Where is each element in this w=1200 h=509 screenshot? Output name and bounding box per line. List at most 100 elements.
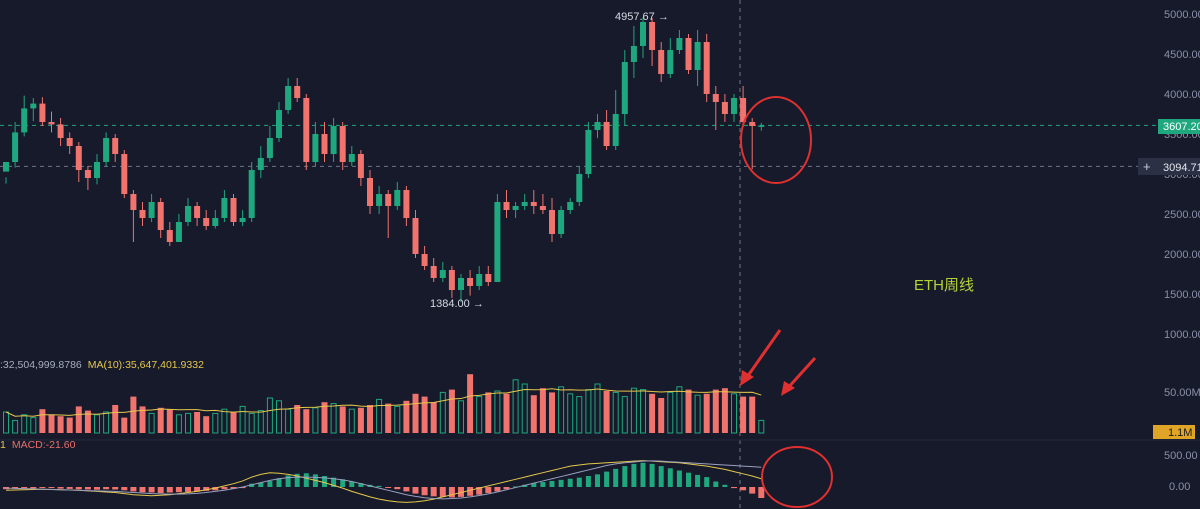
volume-bar — [740, 396, 747, 433]
candle-body — [703, 42, 710, 94]
volume-bar — [94, 414, 100, 434]
macd-hist-bar — [676, 470, 682, 487]
macd-hist-bar — [230, 487, 237, 489]
price-tick-label: 4000.00 — [1164, 89, 1200, 101]
volume-legend: :32,504,999.8786 MA(10):35,647,401.9332 — [0, 359, 204, 371]
candle-body — [721, 102, 728, 114]
volume-bar — [649, 393, 656, 433]
macd-hist-bar — [294, 473, 300, 487]
macd-hist-bar — [649, 463, 655, 487]
volume-ma10-line — [5, 388, 762, 417]
macd-hist-bar — [212, 487, 219, 491]
candle-body — [403, 190, 410, 218]
candle-body — [394, 190, 401, 206]
volume-bar — [166, 409, 173, 433]
volume-bar — [221, 408, 228, 434]
highlight-circle-price — [740, 96, 812, 184]
candle-body — [603, 122, 610, 146]
macd-hist-bar — [130, 487, 137, 492]
volume-badge-label: 1.1M — [1168, 427, 1192, 439]
macd-hist-bar — [412, 487, 419, 494]
candle-body — [567, 202, 574, 210]
macd-hist-bar — [494, 487, 501, 492]
volume-bar — [339, 406, 346, 433]
candle-body — [312, 134, 319, 162]
volume-bar — [685, 389, 692, 433]
candle-body — [276, 110, 282, 138]
chart-annotation: ETH周线 — [914, 277, 974, 294]
macd-hist-bar — [439, 487, 446, 497]
candle-body — [594, 122, 601, 130]
current-price-badge — [1158, 119, 1200, 134]
volume-bar — [731, 393, 737, 434]
volume-bar — [321, 402, 328, 433]
macd-hist-bar — [549, 480, 555, 487]
macd-hist-bar — [66, 487, 73, 489]
volume-bar — [430, 402, 437, 433]
volume-bar — [621, 396, 628, 434]
candle-body — [30, 103, 37, 109]
candles-layer — [3, 17, 765, 302]
macd-hist-bar — [221, 487, 228, 490]
macd-hist-bar — [585, 476, 591, 487]
candle-body — [712, 94, 719, 102]
volume-bar — [48, 414, 55, 433]
macd-hist-bar — [103, 487, 110, 490]
candle-body — [239, 218, 246, 222]
macd-hist-bar — [157, 487, 164, 494]
macd-hist-bar — [331, 477, 337, 487]
price-axis[interactable]: 5000.004500.004000.003500.003000.002500.… — [1164, 9, 1200, 341]
volume-bar — [476, 396, 483, 434]
crosshair-price-badge — [1138, 158, 1200, 175]
macd-hist-bar — [731, 487, 737, 489]
macd-dea-line — [5, 460, 762, 500]
volume-bar — [494, 390, 501, 434]
candle-body — [503, 202, 510, 210]
volume-bar — [139, 406, 146, 433]
volume-bar — [421, 396, 428, 433]
volume-bar — [276, 400, 282, 434]
candle-body — [649, 22, 656, 50]
volume-bar — [558, 386, 565, 434]
highlight-circle-macd — [761, 446, 833, 508]
volume-bar — [294, 405, 301, 433]
volume-bar — [348, 408, 355, 434]
candle-body — [467, 278, 474, 286]
macd-hist-bar — [531, 483, 537, 487]
macd-hist-bar — [667, 468, 673, 487]
volume-bar — [612, 391, 619, 434]
volume-bar — [712, 389, 719, 433]
price-tick-label: 4500.00 — [1164, 49, 1200, 61]
crosshair-plus-icon[interactable]: + — [1143, 159, 1151, 174]
macd-hist-bar — [467, 487, 474, 496]
volume-bar — [75, 406, 82, 433]
volume-bar — [530, 395, 537, 433]
macd-tick-500: 500.00 — [1164, 450, 1198, 462]
arrow-line — [743, 329, 782, 381]
candle-body — [294, 86, 301, 98]
macd-hist-bar — [112, 487, 119, 490]
arrow-head — [740, 370, 754, 386]
candle-body — [740, 98, 747, 122]
macd-hist-bar — [476, 487, 483, 495]
macd-hist-bar — [239, 487, 246, 489]
macd-hist-bar — [249, 483, 255, 487]
macd-hist-bar — [421, 487, 428, 496]
volume-bar — [148, 412, 155, 434]
macd-hist-bar — [658, 466, 664, 487]
candle-body — [421, 254, 428, 266]
candle-body — [485, 274, 492, 282]
candle-body — [585, 130, 592, 174]
candle-body — [621, 62, 628, 114]
candle-body — [75, 146, 82, 170]
volume-bar — [503, 393, 510, 433]
volume-bar — [394, 405, 401, 434]
volume-bar — [367, 405, 373, 433]
volume-bar — [403, 400, 410, 433]
candle-body — [367, 178, 373, 206]
macd-hist-bar — [258, 482, 264, 487]
macd-hist-bar — [513, 486, 519, 488]
volume-bar — [84, 410, 91, 433]
candle-body — [439, 270, 446, 278]
